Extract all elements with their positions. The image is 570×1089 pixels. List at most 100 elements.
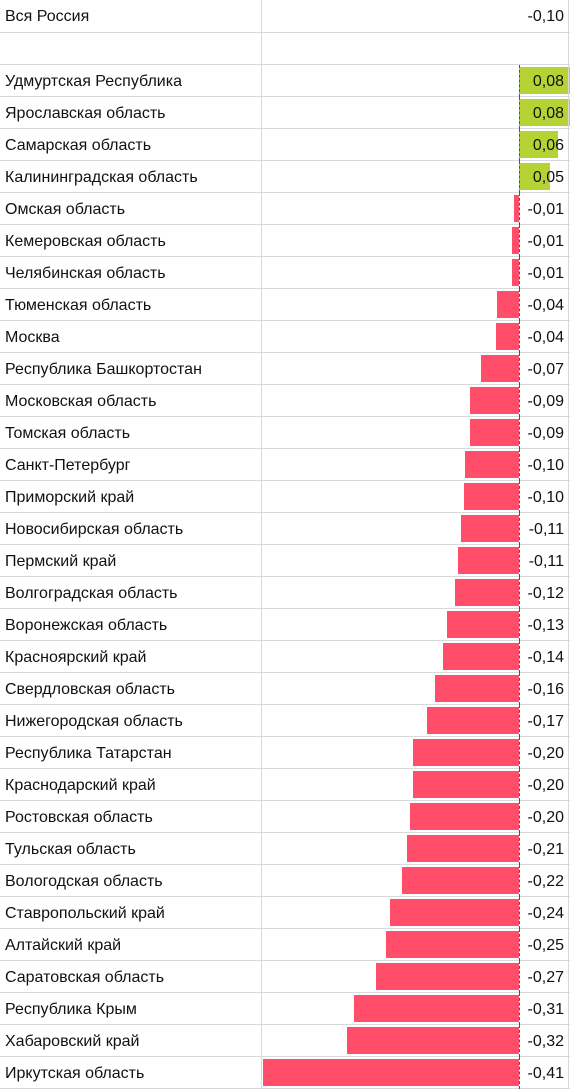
negative-bar bbox=[470, 387, 519, 414]
value-label: -0,04 bbox=[527, 297, 564, 314]
table-row: Свердловская область -0,16 bbox=[0, 673, 570, 705]
value-label: -0,09 bbox=[527, 425, 564, 442]
column-divider bbox=[261, 321, 262, 352]
value-label: -0,04 bbox=[527, 329, 564, 346]
table-row: Краснодарский край -0,20 bbox=[0, 769, 570, 801]
column-divider bbox=[261, 705, 262, 736]
value-label: -0,20 bbox=[527, 777, 564, 794]
table-row: Томская область -0,09 bbox=[0, 417, 570, 449]
region-name: Республика Башкортостан bbox=[5, 361, 202, 378]
negative-bar bbox=[426, 707, 519, 734]
table-row: Удмуртская Республика 0,08 bbox=[0, 65, 570, 97]
value-label: 0,08 bbox=[532, 105, 564, 122]
region-name: Нижегородская область bbox=[5, 713, 183, 730]
zero-axis-line bbox=[519, 321, 520, 353]
column-divider bbox=[261, 385, 262, 416]
negative-bar bbox=[480, 355, 519, 382]
region-name: Алтайский край bbox=[5, 937, 122, 954]
zero-axis-line bbox=[519, 673, 520, 705]
table-row: Республика Крым -0,31 bbox=[0, 993, 570, 1025]
column-divider bbox=[261, 609, 262, 640]
negative-bar bbox=[512, 227, 519, 254]
negative-bar bbox=[465, 451, 519, 478]
zero-axis-line bbox=[519, 449, 520, 481]
region-name: Красноярский край bbox=[5, 649, 147, 666]
value-label: -0,07 bbox=[527, 361, 564, 378]
region-name: Волгоградская область bbox=[5, 585, 178, 602]
negative-bar bbox=[514, 195, 519, 222]
table-row: Вологодская область -0,22 bbox=[0, 865, 570, 897]
table-row: Саратовская область -0,27 bbox=[0, 961, 570, 993]
negative-bar bbox=[495, 323, 519, 350]
value-label: -0,11 bbox=[528, 521, 564, 538]
value-label: -0,31 bbox=[527, 1001, 564, 1018]
negative-bar bbox=[511, 259, 519, 286]
value-label: -0,20 bbox=[527, 745, 564, 762]
region-name: Приморский край bbox=[5, 489, 135, 506]
table-row: Челябинская область -0,01 bbox=[0, 257, 570, 289]
negative-bar bbox=[413, 739, 519, 766]
value-label: -0,01 bbox=[527, 201, 564, 218]
table-row: Волгоградская область -0,12 bbox=[0, 577, 570, 609]
negative-bar bbox=[346, 1027, 519, 1054]
negative-bar bbox=[263, 1059, 519, 1086]
value-label: -0,01 bbox=[527, 233, 564, 250]
zero-axis-line bbox=[519, 641, 520, 673]
region-name: Самарская область bbox=[5, 137, 152, 154]
column-divider bbox=[261, 33, 262, 64]
zero-axis-line bbox=[519, 353, 520, 385]
header-row: Вся Россия -0,10 bbox=[0, 0, 570, 33]
negative-bar bbox=[376, 963, 519, 990]
negative-bar bbox=[469, 419, 519, 446]
zero-axis-line bbox=[519, 705, 520, 737]
region-name: Иркутская область bbox=[5, 1065, 145, 1082]
region-name: Саратовская область bbox=[5, 969, 165, 986]
value-label: -0,10 bbox=[527, 457, 564, 474]
value-label: -0,22 bbox=[527, 873, 564, 890]
table-row: Нижегородская область -0,17 bbox=[0, 705, 570, 737]
negative-bar bbox=[386, 931, 519, 958]
value-label: 0,08 bbox=[532, 73, 564, 90]
table-row: Тюменская область -0,04 bbox=[0, 289, 570, 321]
column-divider bbox=[261, 0, 262, 32]
column-divider bbox=[261, 801, 262, 832]
header-region-name: Вся Россия bbox=[5, 8, 90, 25]
right-border bbox=[568, 0, 569, 1089]
region-name: Санкт-Петербург bbox=[5, 457, 131, 474]
positive-bar bbox=[519, 67, 570, 94]
table-row: Кемеровская область -0,01 bbox=[0, 225, 570, 257]
value-label: -0,25 bbox=[527, 937, 564, 954]
region-name: Ростовская область bbox=[5, 809, 153, 826]
region-name: Краснодарский край bbox=[5, 777, 156, 794]
region-name: Вологодская область bbox=[5, 873, 163, 890]
table-row: Пермский край -0,11 bbox=[0, 545, 570, 577]
table-row: Ярославская область 0,08 bbox=[0, 97, 570, 129]
region-name: Республика Татарстан bbox=[5, 745, 172, 762]
column-divider bbox=[261, 993, 262, 1024]
zero-axis-line bbox=[519, 65, 520, 97]
zero-axis-line bbox=[519, 737, 520, 769]
value-label: -0,09 bbox=[527, 393, 564, 410]
value-label: -0,32 bbox=[527, 1033, 564, 1050]
region-name: Калининградская область bbox=[5, 169, 198, 186]
column-divider bbox=[261, 417, 262, 448]
column-divider bbox=[261, 129, 262, 160]
column-divider bbox=[261, 353, 262, 384]
value-label: -0,12 bbox=[527, 585, 564, 602]
column-divider bbox=[261, 65, 262, 96]
negative-bar bbox=[406, 835, 519, 862]
column-divider bbox=[261, 1057, 262, 1088]
table-row: Хабаровский край -0,32 bbox=[0, 1025, 570, 1057]
zero-axis-line bbox=[519, 801, 520, 833]
zero-axis-line bbox=[519, 865, 520, 897]
column-divider bbox=[261, 865, 262, 896]
zero-axis-line bbox=[519, 513, 520, 545]
value-label: -0,16 bbox=[527, 681, 564, 698]
negative-bar bbox=[434, 675, 519, 702]
zero-axis-line bbox=[519, 961, 520, 993]
column-divider bbox=[261, 161, 262, 192]
column-divider bbox=[261, 673, 262, 704]
value-label: -0,01 bbox=[527, 265, 564, 282]
region-name: Воронежская область bbox=[5, 617, 168, 634]
